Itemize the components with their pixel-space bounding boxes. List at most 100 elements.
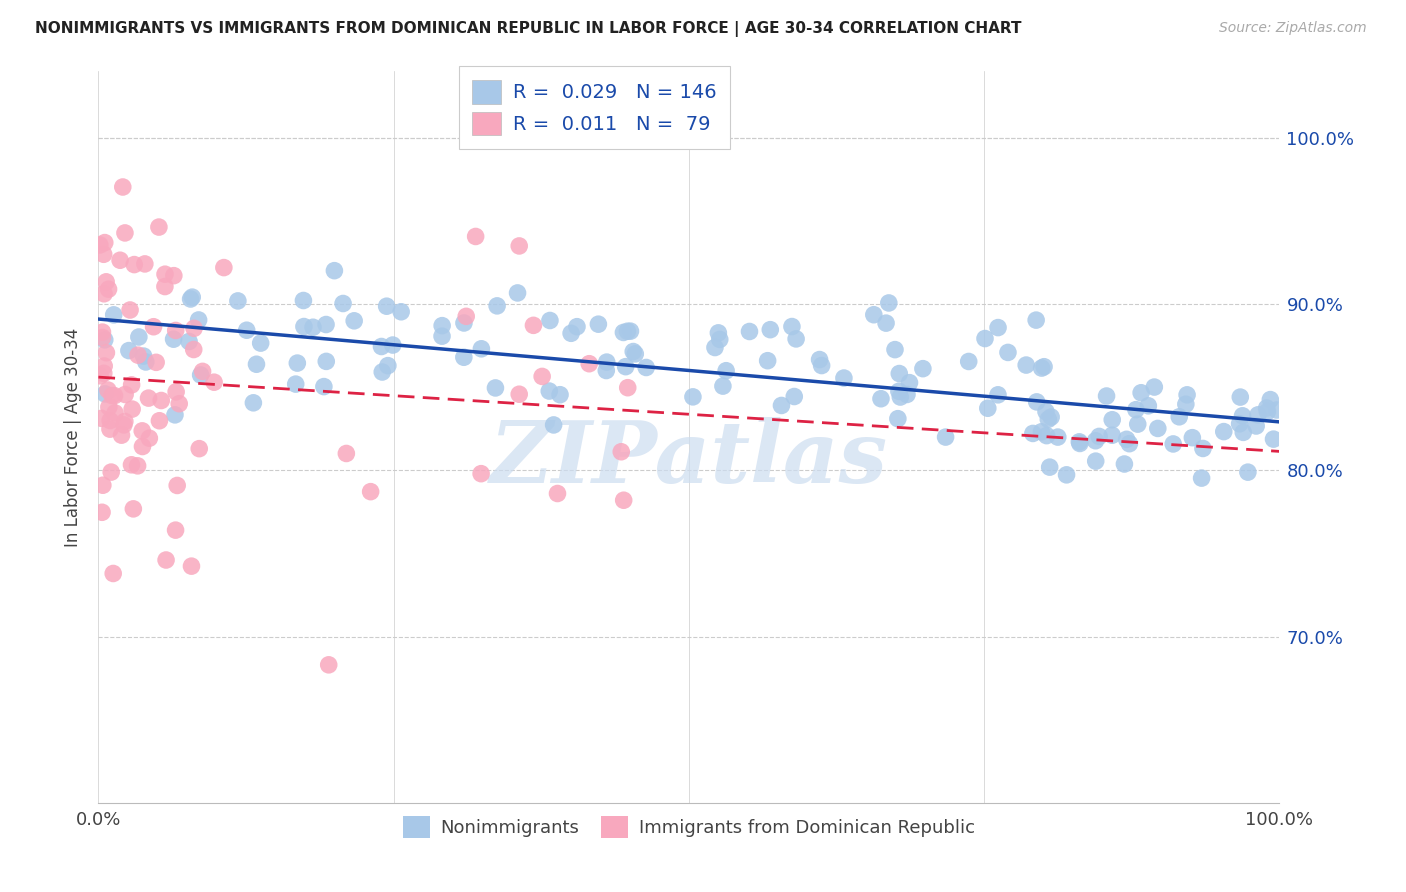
Point [93, 366, 115, 380]
Point [997, 345, 1019, 359]
Point [180, 559, 202, 574]
Point [1191, 471, 1213, 485]
Point [360, 484, 382, 499]
Point [163, 268, 186, 283]
Point [335, 446, 357, 460]
Point [114, 226, 136, 240]
Point [110, 428, 132, 442]
Point [1035, 404, 1057, 418]
Point [1229, 417, 1251, 431]
Point [145, 355, 167, 369]
Point [285, 356, 308, 370]
Point [134, 257, 156, 271]
Point [785, 332, 807, 346]
Point [138, 391, 160, 405]
Point [190, 368, 212, 382]
Point [1232, 425, 1254, 440]
Point [896, 387, 918, 401]
Point [911, 361, 934, 376]
Point [103, 308, 125, 322]
Point [118, 343, 141, 358]
Point [682, 390, 704, 404]
Point [538, 384, 561, 398]
Point [389, 305, 412, 319]
Point [486, 299, 509, 313]
Point [148, 220, 170, 235]
Point [138, 431, 160, 445]
Point [1115, 433, 1137, 447]
Point [131, 424, 153, 438]
Point [884, 343, 907, 357]
Point [93, 359, 115, 373]
Point [97, 383, 120, 397]
Point [1192, 442, 1215, 456]
Point [167, 397, 190, 411]
Point [430, 329, 453, 343]
Point [957, 354, 980, 368]
Point [621, 344, 644, 359]
Point [128, 330, 150, 344]
Point [1260, 392, 1282, 407]
Point [1084, 434, 1107, 448]
Point [1025, 313, 1047, 327]
Point [862, 308, 884, 322]
Point [470, 467, 492, 481]
Point [1031, 361, 1053, 376]
Point [756, 353, 779, 368]
Point [318, 657, 340, 672]
Point [810, 359, 832, 373]
Point [464, 229, 486, 244]
Point [1039, 460, 1062, 475]
Point [191, 364, 214, 378]
Point [1046, 430, 1069, 444]
Point [595, 363, 617, 377]
Point [323, 263, 346, 277]
Point [1161, 437, 1184, 451]
Point [1038, 412, 1060, 426]
Point [624, 347, 647, 361]
Point [202, 375, 225, 389]
Point [707, 326, 730, 340]
Point [711, 379, 734, 393]
Point [1168, 409, 1191, 424]
Point [875, 316, 897, 330]
Point [1175, 388, 1198, 402]
Point [1101, 413, 1123, 427]
Point [94, 235, 117, 250]
Point [1022, 426, 1045, 441]
Point [112, 417, 135, 432]
Point [538, 313, 561, 327]
Point [610, 444, 633, 458]
Point [616, 381, 638, 395]
Point [165, 384, 187, 399]
Point [1035, 428, 1057, 442]
Point [709, 333, 731, 347]
Point [1229, 390, 1251, 404]
Point [547, 486, 569, 500]
Point [506, 285, 529, 300]
Point [114, 414, 136, 428]
Point [315, 354, 337, 368]
Point [162, 332, 184, 346]
Point [370, 339, 392, 353]
Point [153, 267, 176, 281]
Point [127, 458, 149, 473]
Point [1174, 397, 1197, 411]
Point [135, 355, 157, 369]
Point [1084, 454, 1107, 468]
Point [870, 392, 893, 406]
Point [456, 310, 478, 324]
Point [103, 566, 125, 581]
Point [100, 465, 122, 479]
Point [470, 342, 492, 356]
Text: Source: ZipAtlas.com: Source: ZipAtlas.com [1219, 21, 1367, 35]
Point [377, 359, 399, 373]
Point [714, 364, 737, 378]
Point [1056, 467, 1078, 482]
Point [977, 401, 1000, 416]
Point [163, 408, 186, 422]
Point [183, 321, 205, 335]
Point [588, 317, 610, 331]
Point [887, 384, 910, 399]
Point [97, 400, 120, 414]
